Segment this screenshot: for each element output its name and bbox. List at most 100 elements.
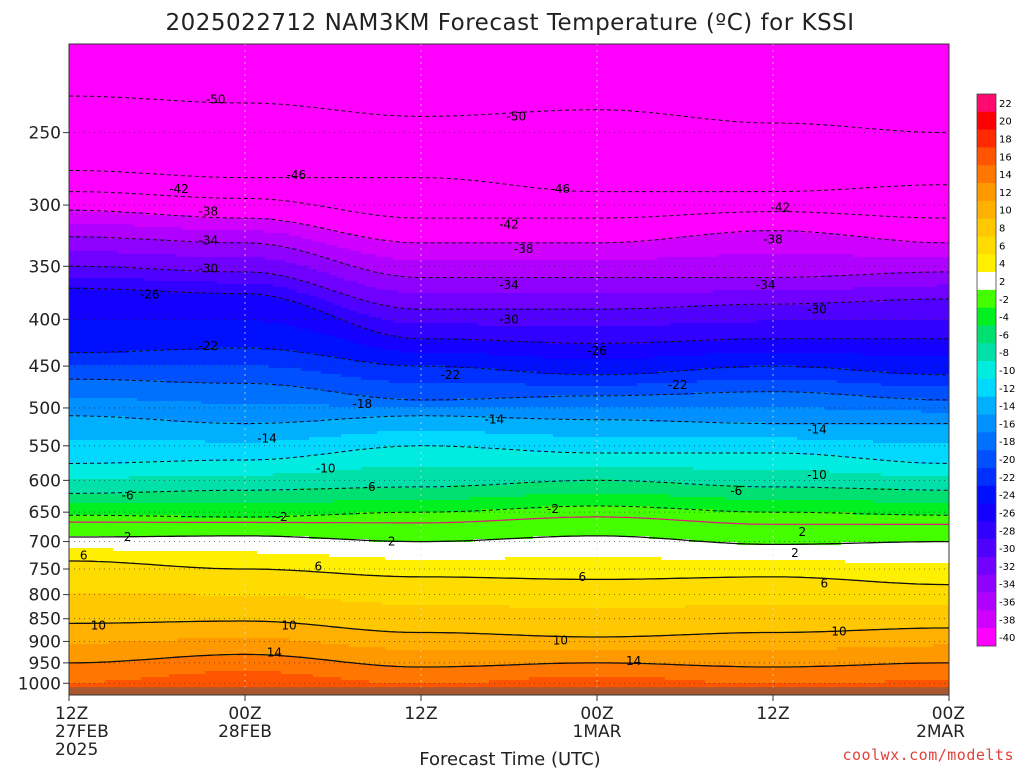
contour-label: -22	[199, 339, 219, 353]
y-tick-label: 1000	[18, 674, 61, 694]
colorbar-swatch	[977, 272, 996, 291]
colorbar-swatch	[977, 503, 996, 522]
colorbar-label: -22	[999, 473, 1015, 484]
colorbar-swatch	[977, 94, 996, 113]
contour-label: -46	[551, 182, 571, 196]
colorbar-swatch	[977, 307, 996, 326]
contour-label: -42	[169, 182, 189, 196]
x-tick-label: 2025	[55, 740, 98, 760]
contour-label: -22	[668, 378, 688, 392]
temperature-bands	[69, 44, 949, 695]
y-tick-label: 650	[29, 503, 61, 523]
contour-label: -50	[206, 93, 226, 107]
credit-link[interactable]: coolwx.com/modelts	[842, 746, 1014, 764]
grid-lines	[69, 44, 949, 695]
chart-title: 2025022712 NAM3KM Forecast Temperature (…	[165, 10, 854, 36]
colorbar-label: -20	[999, 455, 1015, 466]
colorbar-label: -4	[999, 313, 1009, 324]
colorbar-label: 6	[999, 241, 1005, 252]
colorbar-label: 12	[999, 188, 1012, 199]
colorbar-swatch	[977, 200, 996, 219]
x-tick-label: 12Z	[404, 704, 437, 724]
x-tick-label: 28FEB	[218, 722, 272, 742]
contour-label: -38	[199, 205, 219, 219]
colorbar-frame	[976, 93, 997, 647]
colorbar-label: 10	[999, 206, 1012, 217]
colorbar-swatch	[977, 592, 996, 611]
contour-label: 10	[281, 619, 296, 633]
contour-label: 2	[124, 530, 132, 544]
colorbar-label: 2	[999, 277, 1005, 288]
colorbar-swatch	[977, 450, 996, 469]
freezing-level-lines	[69, 516, 949, 525]
contour-label: 6	[579, 570, 587, 584]
contour-label: -22	[441, 368, 461, 382]
x-tick-label: 00Z	[580, 704, 613, 724]
x-tick-label: 2MAR	[916, 722, 965, 742]
colorbar-swatch	[977, 183, 996, 202]
x-axis-label: Forecast Time (UTC)	[419, 749, 600, 768]
x-tick-label: 12Z	[55, 704, 88, 724]
y-tick-label: 350	[29, 257, 61, 277]
colorbar-swatch	[977, 414, 996, 433]
plot-frame	[68, 43, 950, 696]
colorbar-label: -10	[999, 366, 1015, 377]
colorbar-swatch	[977, 539, 996, 558]
colorbar-label: -40	[999, 633, 1015, 644]
contour-label: -30	[199, 262, 219, 276]
colorbar-swatch	[977, 556, 996, 576]
contour-label: -34	[199, 233, 219, 247]
contour-label: -26	[140, 288, 160, 302]
contour-label: -18	[353, 397, 373, 411]
contour-label: -10	[807, 468, 827, 482]
y-tick-label: 550	[29, 437, 61, 457]
contour-label: 2	[791, 546, 799, 560]
colorbar-swatch	[977, 165, 996, 184]
colorbar-label: 18	[999, 135, 1012, 146]
contour-label: -26	[587, 344, 607, 358]
colorbar-swatch	[977, 147, 996, 166]
colorbar-label: -18	[999, 437, 1015, 448]
y-tick-label: 500	[29, 399, 61, 419]
colorbar-swatch	[977, 467, 996, 487]
colorbar-swatch	[977, 289, 996, 308]
contour-label: -34	[499, 278, 519, 292]
contour-label: -46	[287, 168, 307, 182]
contour-label: -42	[499, 217, 519, 231]
isotherm-6	[69, 560, 949, 586]
contour-label: 14	[267, 645, 282, 659]
contour-label: 2	[388, 535, 396, 549]
x-tick-label: 00Z	[932, 704, 965, 724]
contour-label: 10	[553, 634, 568, 648]
isotherm--18	[69, 378, 949, 401]
freezing-level-line	[69, 516, 949, 525]
contour-label: 14	[626, 654, 641, 668]
contour-label: -2	[276, 510, 288, 524]
colorbar-swatch	[977, 129, 996, 148]
isotherm-2	[69, 535, 949, 546]
y-tick-label: 300	[29, 196, 61, 216]
colorbar-swatch	[977, 218, 996, 237]
x-tick-label: 27FEB	[55, 722, 109, 742]
contour-label: 6	[80, 549, 88, 563]
isotherm--42	[69, 191, 949, 219]
y-tick-label: 250	[29, 124, 61, 144]
colorbar-label: -12	[999, 384, 1015, 395]
colorbar-swatch	[977, 361, 996, 380]
y-tick-label: 700	[29, 533, 61, 553]
y-tick-label: 750	[29, 560, 61, 580]
contour-label: -10	[316, 461, 336, 475]
colorbar-label: 8	[999, 224, 1005, 235]
isotherm--38	[69, 209, 949, 244]
colorbar-label: 16	[999, 152, 1012, 163]
colorbar-swatch	[977, 343, 996, 362]
y-tick-label: 900	[29, 632, 61, 652]
contour-label: -2	[547, 502, 559, 516]
colorbar-label: -2	[999, 295, 1009, 306]
colorbar-swatch	[977, 396, 996, 415]
contour-label: -34	[756, 278, 776, 292]
colorbar-swatch	[977, 236, 996, 255]
y-tick-label: 450	[29, 357, 61, 377]
